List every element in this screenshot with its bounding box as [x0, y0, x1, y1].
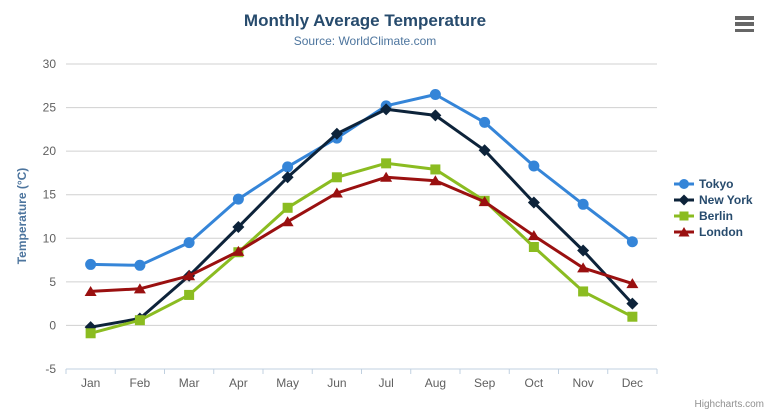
series-marker-tokyo	[85, 258, 97, 270]
series-marker-london	[84, 285, 97, 296]
y-axis-tick-label: -5	[45, 362, 56, 376]
series-marker-new-york	[281, 171, 294, 184]
chart-subtitle: Source: WorldClimate.com	[293, 34, 437, 48]
x-axis-tick-label: Oct	[525, 376, 544, 390]
diamond-marker-icon	[674, 194, 694, 206]
series-marker-tokyo	[577, 198, 589, 210]
legend-label: New York	[699, 193, 753, 207]
x-axis-tick-label: Dec	[622, 376, 643, 390]
y-axis-tick-label: 25	[43, 101, 57, 115]
x-axis-tick-label: Apr	[229, 376, 248, 390]
square-marker-icon	[674, 211, 694, 221]
series-marker-new-york	[429, 109, 442, 122]
x-axis-tick-label: May	[276, 376, 299, 390]
series-line-new-york	[89, 107, 634, 329]
series-marker-new-york	[527, 196, 540, 209]
series-line-berlin	[89, 161, 634, 335]
series-marker-new-york	[577, 244, 590, 257]
y-axis-tick-label: 30	[43, 57, 57, 71]
legend-label: Tokyo	[699, 177, 734, 191]
series-marker-new-york	[232, 220, 245, 233]
legend-label: Berlin	[699, 209, 734, 223]
triangle-marker-icon	[674, 227, 694, 237]
series-marker-berlin	[282, 202, 293, 213]
series-marker-london	[380, 171, 393, 182]
series-marker-tokyo	[479, 116, 491, 128]
chart-title: Monthly Average Temperature	[243, 11, 487, 30]
legend: Tokyo New York Berlin London	[674, 176, 753, 240]
series-marker-london	[429, 175, 442, 186]
circle-marker-icon	[674, 179, 694, 189]
series-marker-berlin	[430, 164, 441, 175]
series-marker-berlin	[331, 172, 342, 183]
series-marker-tokyo	[528, 160, 540, 172]
series-marker-tokyo	[282, 161, 294, 173]
series-line-london	[89, 175, 634, 293]
legend-item-london[interactable]: London	[674, 224, 753, 240]
hamburger-icon	[735, 22, 754, 26]
y-axis-tick-label: 5	[49, 275, 56, 289]
series-marker-berlin	[85, 328, 96, 339]
series-marker-tokyo	[232, 193, 244, 205]
series-marker-london	[626, 278, 639, 289]
legend-item-new-york[interactable]: New York	[674, 192, 753, 208]
series-marker-berlin	[381, 158, 392, 169]
series-marker-berlin	[184, 289, 195, 300]
y-axis-tick-label: 15	[43, 188, 57, 202]
series-marker-tokyo	[134, 259, 146, 271]
series-marker-london	[183, 270, 196, 281]
series-marker-tokyo	[183, 237, 195, 249]
y-axis-tick-label: 20	[43, 144, 57, 158]
legend-label: London	[699, 225, 743, 239]
x-axis-tick-label: Mar	[179, 376, 200, 390]
y-axis-tick-label: 10	[43, 231, 57, 245]
series-marker-berlin	[528, 242, 539, 252]
series-marker-tokyo	[429, 89, 441, 100]
series-marker-london	[527, 230, 540, 241]
series-marker-new-york	[626, 297, 639, 310]
credits-link[interactable]: Highcharts.com	[694, 399, 764, 410]
x-axis-tick-label: Jun	[327, 376, 346, 390]
x-axis-tick-label: Jul	[378, 376, 393, 390]
series-marker-london	[478, 196, 491, 207]
series-marker-new-york	[330, 127, 343, 140]
series-marker-london	[281, 216, 294, 227]
series-marker-new-york	[380, 103, 393, 116]
y-axis-title: Temperature (°C)	[15, 167, 29, 265]
export-menu-button[interactable]	[733, 14, 757, 34]
series-marker-berlin	[134, 315, 145, 326]
series-marker-london	[577, 262, 590, 273]
series-marker-berlin	[578, 286, 589, 297]
x-axis-tick-label: Nov	[572, 376, 593, 390]
series-marker-london	[232, 245, 245, 256]
x-axis-tick-label: Feb	[130, 376, 151, 390]
x-axis-tick-label: Aug	[425, 376, 446, 390]
series-marker-tokyo	[626, 236, 638, 248]
legend-item-tokyo[interactable]: Tokyo	[674, 176, 753, 192]
hamburger-icon	[735, 16, 754, 20]
y-axis-tick-label: 0	[49, 318, 56, 332]
legend-item-berlin[interactable]: Berlin	[674, 208, 753, 224]
series-marker-new-york	[478, 144, 491, 157]
series-marker-berlin	[627, 311, 638, 322]
series-marker-london	[330, 187, 343, 198]
series-marker-london	[133, 283, 146, 294]
x-axis-tick-label: Jan	[81, 376, 100, 390]
hamburger-icon	[735, 28, 754, 32]
x-axis-tick-label: Sep	[474, 376, 496, 390]
